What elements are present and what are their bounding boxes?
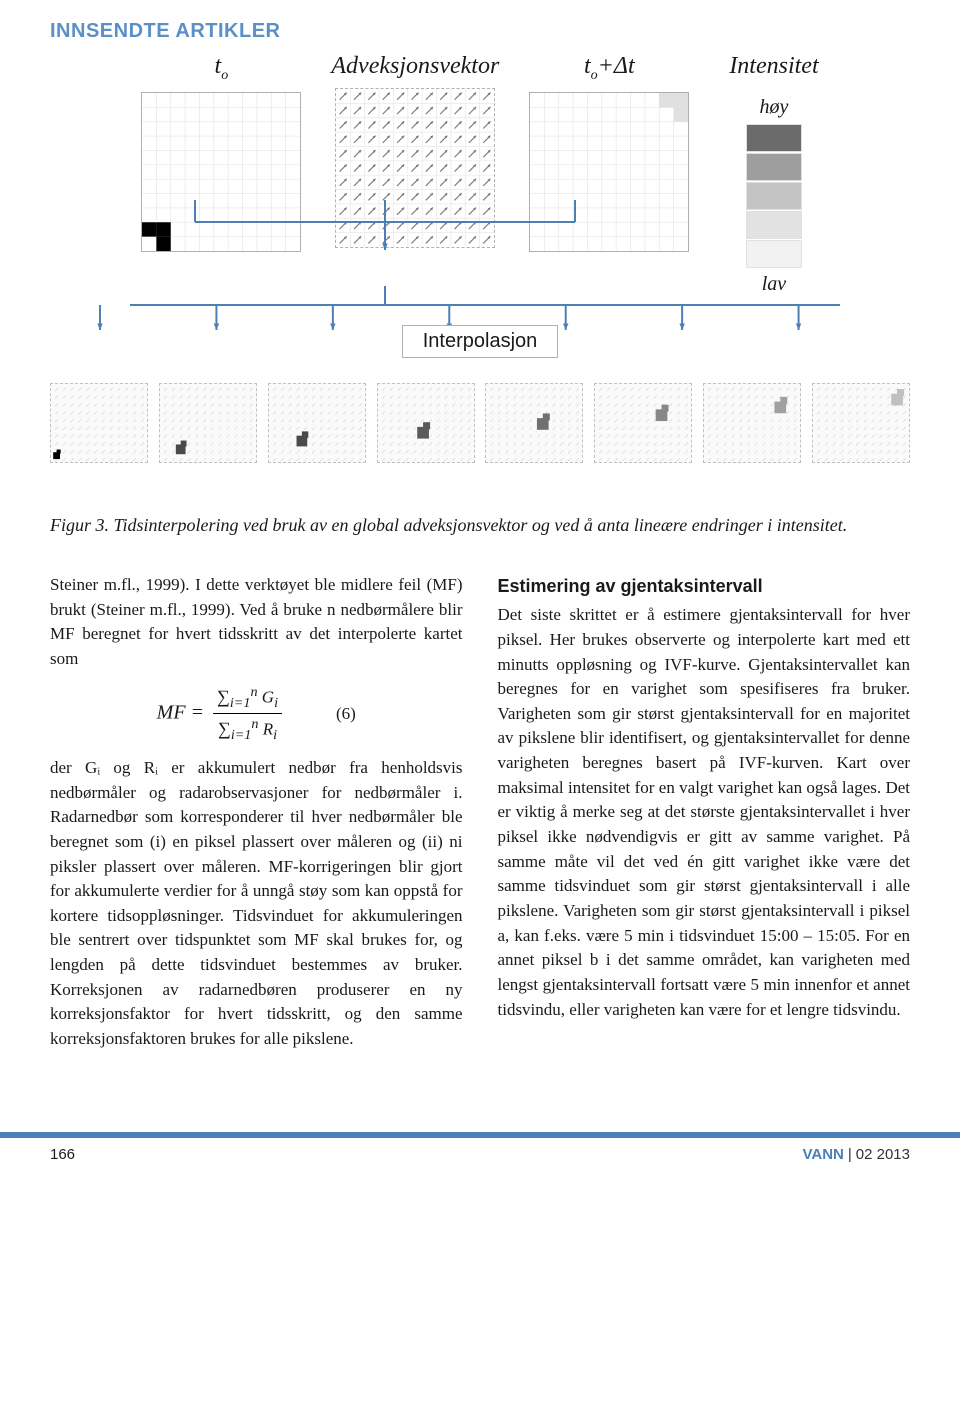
scale-swatch <box>746 124 802 152</box>
interpolated-frame <box>812 383 910 463</box>
scale-swatch <box>746 182 802 210</box>
advection-label: Adveksjonsvektor <box>331 53 499 80</box>
t0dt-label: to+Δt <box>584 53 635 84</box>
interpolation-box: Interpolasjon <box>402 325 559 358</box>
right-heading: Estimering av gjentaksintervall <box>498 573 911 599</box>
scale-swatch <box>746 211 802 239</box>
figure-3: to Adveksjonsvektor to+Δt Intensitet høy… <box>0 53 960 483</box>
t0dt-grid <box>529 92 689 252</box>
page-number: 166 <box>50 1146 75 1163</box>
intensity-legend: Intensitet høy lav <box>729 53 818 300</box>
interpolated-frame <box>485 383 583 463</box>
right-para: Det siste skrittet er å estimere gjentak… <box>498 603 911 1022</box>
left-para-1: Steiner m.fl., 1999). I dette verktøyet … <box>50 573 463 672</box>
page-header: INNSENDTE ARTIKLER <box>0 0 960 53</box>
figure-top-row: to Adveksjonsvektor to+Δt Intensitet høy… <box>50 53 910 300</box>
t0dt-group: to+Δt <box>529 53 689 252</box>
section-title: INNSENDTE ARTIKLER <box>50 20 910 43</box>
interp-wrap: Interpolasjon <box>50 300 910 373</box>
left-column: Steiner m.fl., 1999). I dette verktøyet … <box>50 573 463 1051</box>
equation-number: (6) <box>336 702 356 727</box>
t0-group: to <box>141 53 301 252</box>
body-columns: Steiner m.fl., 1999). I dette verktøyet … <box>0 558 960 1091</box>
interpolated-frame <box>159 383 257 463</box>
t0-grid <box>141 92 301 252</box>
scale-swatch <box>746 240 802 268</box>
intensity-low: lav <box>762 273 786 296</box>
interpolated-frame <box>594 383 692 463</box>
left-para-2: der Gᵢ og Rᵢ er akkumulert nedbør fra he… <box>50 756 463 1052</box>
journal-ref: VANN|02 2013 <box>802 1146 910 1163</box>
interpolated-frames <box>50 383 910 463</box>
scale-swatch <box>746 153 802 181</box>
advection-grid <box>335 88 495 248</box>
t0-label: to <box>215 53 229 84</box>
right-column: Estimering av gjentaksintervall Det sist… <box>498 573 911 1051</box>
intensity-high: høy <box>760 96 789 119</box>
interpolated-frame <box>268 383 366 463</box>
page-footer: 166 VANN|02 2013 <box>0 1132 960 1179</box>
equation-6: MF = ∑i=1n Gi ∑i=1n Ri (6) <box>50 682 463 746</box>
intensity-scale <box>746 123 802 269</box>
intensity-title: Intensitet <box>729 53 818 80</box>
interpolated-frame <box>50 383 148 463</box>
interpolated-frame <box>377 383 475 463</box>
figure-caption: Figur 3. Tidsinterpolering ved bruk av e… <box>50 513 910 538</box>
advection-group: Adveksjonsvektor <box>331 53 499 248</box>
interpolated-frame <box>703 383 801 463</box>
equation-content: MF = ∑i=1n Gi ∑i=1n Ri <box>157 682 286 746</box>
